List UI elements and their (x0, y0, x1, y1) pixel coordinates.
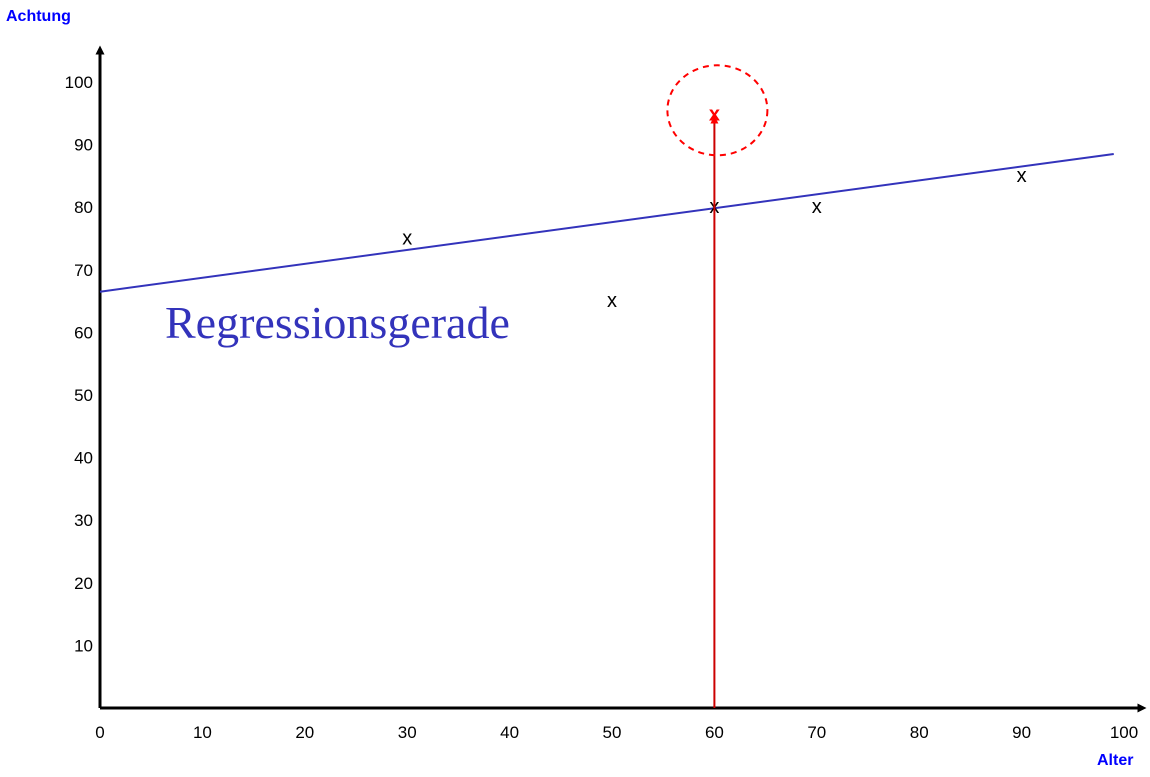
x-tick-label: 60 (705, 723, 724, 742)
data-point: x (812, 196, 822, 218)
x-tick-label: 50 (603, 723, 622, 742)
y-tick-label: 100 (65, 73, 93, 92)
highlight-group: x (666, 64, 769, 708)
regression-label: Regressionsgerade (165, 297, 510, 348)
y-tick-label: 30 (74, 511, 93, 530)
x-tick-label: 90 (1012, 723, 1031, 742)
y-axis-title: Achtung (6, 8, 71, 25)
tick-labels: 0 10 20 30 40 50 60 70 80 90 100 10 20 30 40 50 60 70 80 90… (65, 73, 1139, 742)
x-tick-label: 100 (1110, 723, 1138, 742)
data-point: x (607, 290, 617, 312)
x-tick-label: 40 (500, 723, 519, 742)
highlighted-point: x (709, 103, 720, 125)
highlight-circle (666, 64, 769, 157)
x-tick-label: 80 (910, 723, 929, 742)
x-tick-label: 10 (193, 723, 212, 742)
data-point: x (402, 228, 412, 250)
x-tick-label: 20 (295, 723, 314, 742)
y-tick-label: 80 (74, 198, 93, 217)
axes (95, 45, 1147, 713)
x-axis-title: Alter (1097, 752, 1134, 769)
regression-line-group: Regressionsgerade (99, 152, 1114, 348)
x-tick-label: 30 (398, 723, 417, 742)
y-tick-label: 10 (74, 636, 93, 655)
y-tick-label: 90 (74, 136, 93, 155)
y-tick-label: 50 (74, 386, 93, 405)
regression-line (99, 152, 1114, 293)
x-tick-label: 70 (807, 723, 826, 742)
y-tick-label: 20 (74, 574, 93, 593)
data-point: x (1017, 165, 1027, 187)
y-tick-label: 70 (74, 261, 93, 280)
y-tick-label: 40 (74, 449, 93, 468)
y-tick-label: 60 (74, 323, 93, 342)
x-tick-label: 0 (95, 723, 104, 742)
